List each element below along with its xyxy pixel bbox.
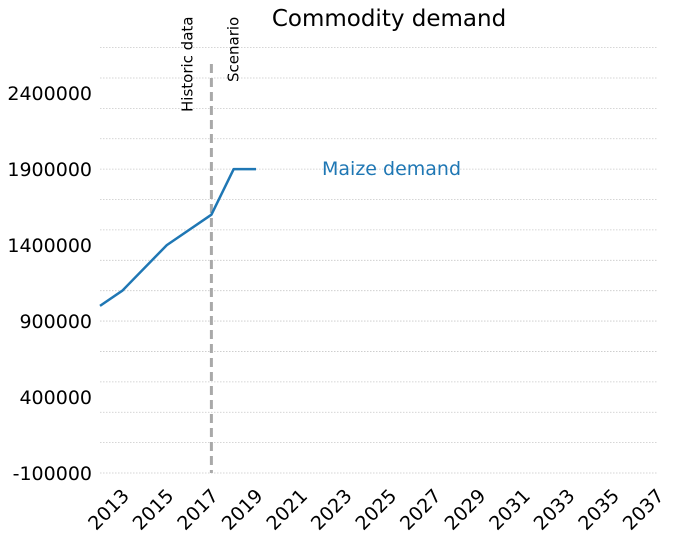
x-tick-label: 2029 xyxy=(441,485,491,535)
scenario-label: Scenario xyxy=(224,17,242,82)
y-tick-label: -100000 xyxy=(13,463,92,485)
x-tick-label: 2037 xyxy=(619,485,669,535)
x-tick-label: 2015 xyxy=(129,485,179,535)
y-axis-tick-labels: -100000 400000 900000 1400000 1900000 2400000 xyxy=(7,83,92,485)
historic-data-label: Historic data xyxy=(178,17,196,112)
x-tick-label: 2023 xyxy=(307,485,357,535)
x-tick-label: 2025 xyxy=(351,485,401,535)
y-tick-label: 400000 xyxy=(19,387,92,409)
x-tick-label: 2017 xyxy=(173,485,223,535)
x-axis-tick-labels: 2013201520172019202120232025202720292031… xyxy=(84,485,668,535)
x-tick-label: 2027 xyxy=(396,485,446,535)
chart-title: Commodity demand xyxy=(272,6,506,32)
series-label-maize-demand: Maize demand xyxy=(322,158,461,180)
series-lines xyxy=(99,167,256,307)
x-tick-label: 2031 xyxy=(485,485,535,535)
series-line-maize-demand xyxy=(99,167,256,307)
y-tick-label: 1400000 xyxy=(7,235,92,257)
x-tick-label: 2035 xyxy=(574,485,624,535)
y-tick-label: 900000 xyxy=(19,311,92,333)
x-tick-label: 2019 xyxy=(218,485,268,535)
x-tick-label: 2013 xyxy=(84,485,134,535)
y-tick-label: 1900000 xyxy=(7,159,92,181)
x-tick-label: 2021 xyxy=(262,485,312,535)
x-tick-label: 2033 xyxy=(530,485,580,535)
y-tick-label: 2400000 xyxy=(7,83,92,105)
